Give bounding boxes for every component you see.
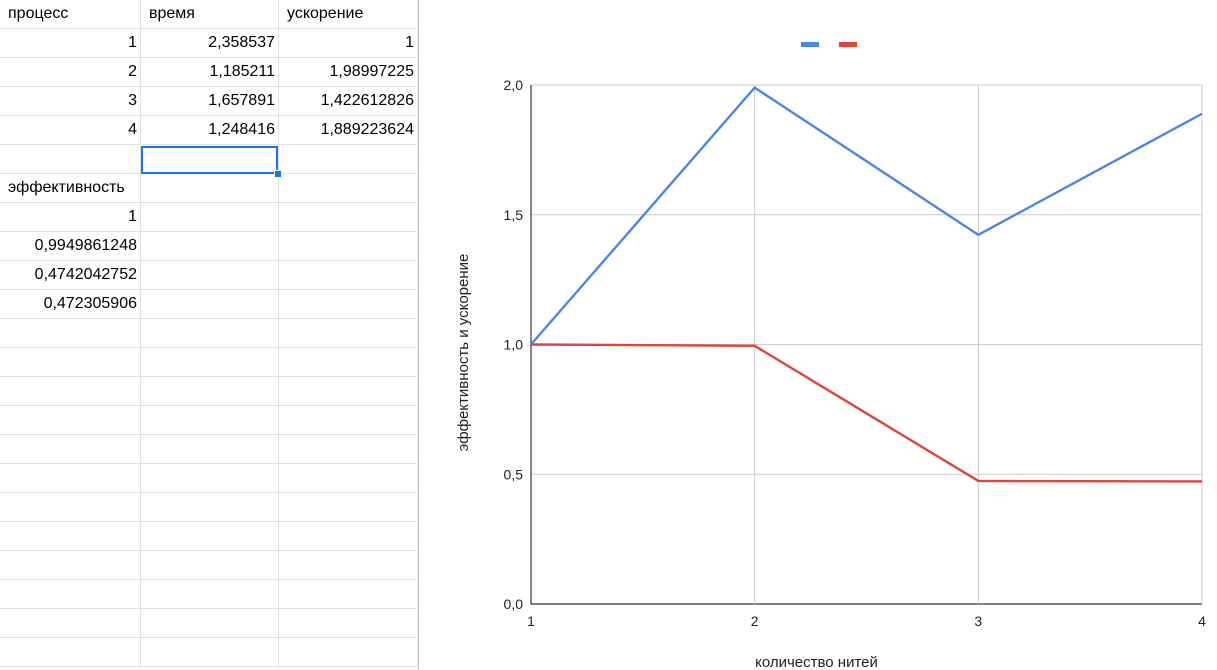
cell-r6-c1[interactable] [0, 145, 141, 174]
legend-swatch-2 [839, 42, 857, 47]
cell-r2-c3[interactable]: 1 [279, 29, 418, 58]
cell-r2-c1[interactable]: 1 [0, 29, 141, 58]
y-axis-title: эффективность и ускорение [455, 254, 472, 452]
x-axis-title: количество нитей [755, 654, 878, 670]
cell-r15-c2[interactable] [141, 406, 279, 435]
cell-r12-c2[interactable] [141, 319, 279, 348]
cell-r5-c2[interactable]: 1,248416 [141, 116, 279, 145]
cell-r9-c1[interactable]: 0,9949861248 [0, 232, 141, 261]
cell-r21-c2[interactable] [141, 580, 279, 609]
cell-r3-c3[interactable]: 1,98997225 [279, 58, 418, 87]
cell-r13-c3[interactable] [279, 348, 418, 377]
cell-r11-c3[interactable] [279, 290, 418, 319]
cell-r7-c3[interactable] [279, 174, 418, 203]
selected-cell[interactable] [141, 146, 278, 174]
cell-r16-c1[interactable] [0, 435, 141, 464]
cell-r20-c2[interactable] [141, 551, 279, 580]
cell-r23-c1[interactable] [0, 638, 141, 667]
cell-r10-c1[interactable]: 0,4742042752 [0, 261, 141, 290]
cell-r11-c1[interactable]: 0,472305906 [0, 290, 141, 319]
cell-r10-c3[interactable] [279, 261, 418, 290]
cell-r13-c2[interactable] [141, 348, 279, 377]
series-line-1 [530, 86, 1203, 346]
x-tick-label: 1 [527, 613, 535, 629]
cell-r17-c2[interactable] [141, 464, 279, 493]
cell-r23-c2[interactable] [141, 638, 279, 667]
series-line-2 [530, 343, 1203, 483]
cell-r3-c2[interactable]: 1,185211 [141, 58, 279, 87]
cell-r19-c2[interactable] [141, 522, 279, 551]
cell-r23-c3[interactable] [279, 638, 418, 667]
y-tick-label: 2,0 [504, 77, 524, 93]
cell-r14-c2[interactable] [141, 377, 279, 406]
x-tick-label: 2 [751, 613, 759, 629]
cell-r6-c3[interactable] [279, 145, 418, 174]
cell-r16-c3[interactable] [279, 435, 418, 464]
cell-r17-c3[interactable] [279, 464, 418, 493]
cell-r8-c3[interactable] [279, 203, 418, 232]
cell-r15-c1[interactable] [0, 406, 141, 435]
y-tick-label: 1,5 [504, 207, 524, 223]
x-tick-label: 3 [974, 613, 982, 629]
cell-r18-c2[interactable] [141, 493, 279, 522]
cell-r4-c2[interactable]: 1,657891 [141, 87, 279, 116]
cell-r12-c1[interactable] [0, 319, 141, 348]
fill-handle[interactable] [274, 170, 282, 178]
cell-r3-c1[interactable]: 2 [0, 58, 141, 87]
cell-r20-c3[interactable] [279, 551, 418, 580]
cell-r7-c2[interactable] [141, 174, 279, 203]
cell-r19-c3[interactable] [279, 522, 418, 551]
cell-r4-c3[interactable]: 1,422612826 [279, 87, 418, 116]
cell-r13-c1[interactable] [0, 348, 141, 377]
cell-r19-c1[interactable] [0, 522, 141, 551]
cell-r9-c3[interactable] [279, 232, 418, 261]
cell-r22-c3[interactable] [279, 609, 418, 638]
cell-r5-c3[interactable]: 1,889223624 [279, 116, 418, 145]
cell-r7-c1[interactable]: эффективность [0, 174, 141, 203]
cell-r15-c3[interactable] [279, 406, 418, 435]
cell-r8-c1[interactable]: 1 [0, 203, 141, 232]
cell-r1-c2[interactable]: время [141, 0, 279, 29]
cell-r4-c1[interactable]: 3 [0, 87, 141, 116]
cell-r22-c1[interactable] [0, 609, 141, 638]
cell-r18-c1[interactable] [0, 493, 141, 522]
cell-r22-c2[interactable] [141, 609, 279, 638]
cell-r5-c1[interactable]: 4 [0, 116, 141, 145]
cell-r1-c1[interactable]: процесс [0, 0, 141, 29]
x-tick-label: 4 [1198, 613, 1206, 629]
cell-r9-c2[interactable] [141, 232, 279, 261]
cell-r21-c3[interactable] [279, 580, 418, 609]
y-tick-label: 0,0 [504, 596, 524, 612]
cell-r12-c3[interactable] [279, 319, 418, 348]
y-tick-label: 1,0 [504, 337, 524, 353]
y-tick-label: 0,5 [504, 466, 524, 482]
legend-swatch-1 [801, 42, 819, 47]
cell-r17-c1[interactable] [0, 464, 141, 493]
cell-r2-c2[interactable]: 2,358537 [141, 29, 279, 58]
cell-r14-c3[interactable] [279, 377, 418, 406]
cell-r14-c1[interactable] [0, 377, 141, 406]
line-chart: 0,0 0,5 1,0 1,5 2,0 1 2 3 4 количество нитей эффек… [455, 42, 1206, 670]
cell-r1-c3[interactable]: ускорение [279, 0, 418, 29]
cell-r10-c2[interactable] [141, 261, 279, 290]
cell-r20-c1[interactable] [0, 551, 141, 580]
cell-r21-c1[interactable] [0, 580, 141, 609]
cell-r16-c2[interactable] [141, 435, 279, 464]
cell-r11-c2[interactable] [141, 290, 279, 319]
cell-r18-c3[interactable] [279, 493, 418, 522]
chart-panel[interactable]: 0,0 0,5 1,0 1,5 2,0 1 2 3 4 количество нитей эффек… [418, 0, 1217, 670]
cell-r8-c2[interactable] [141, 203, 279, 232]
